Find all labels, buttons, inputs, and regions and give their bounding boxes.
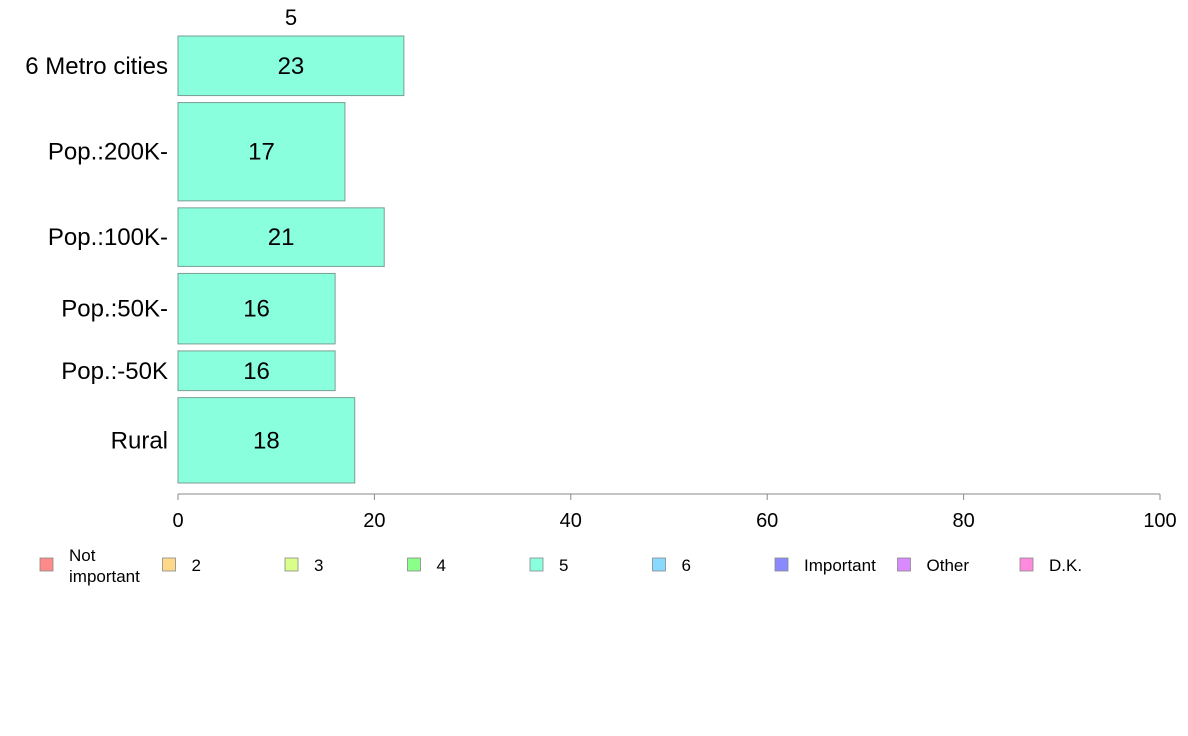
legend-label: 2 [192,556,201,575]
legend-label: Other [927,556,970,575]
legend-swatch [897,557,911,572]
x-tick-label: 60 [756,510,778,532]
bar [177,397,356,484]
bar-value-label: 16 [243,358,270,385]
category-label: Pop.:100K- [48,224,168,251]
x-tick-label: 40 [560,510,582,532]
x-tick-label: 80 [952,510,974,532]
legend-swatch [407,557,421,572]
legend: Not important 2 3 4 5 6 Important Other D.K. [39,546,1082,586]
legend-label: 5 [559,556,568,575]
bar-value-label: 16 [243,296,270,323]
bars: 6 Metro cities 23 Pop.:200K- 17 Pop.:100K- 21… [25,35,405,484]
bar-value-label: 23 [278,53,305,80]
bar [177,272,336,345]
legend-swatch [774,557,789,572]
bar-value-label: 18 [253,427,280,454]
legend-swatch [284,557,299,572]
legend-label: 3 [314,556,323,575]
bar-value-label: 17 [248,139,275,166]
bar-value-label: 21 [268,224,295,251]
legend-label: 6 [682,556,691,575]
legend-swatch [652,557,666,572]
x-tick-label: 20 [363,510,385,532]
bar [177,350,336,392]
category-label: Pop.:50K- [61,296,168,323]
legend-label: D.K. [1049,556,1082,575]
category-label: Rural [111,427,168,454]
legend-swatch [1019,557,1034,572]
category-label: Pop.:-50K [61,358,168,385]
legend-swatch [39,557,54,572]
legend-swatch [529,557,544,572]
top-label: 5 [285,5,297,30]
legend-swatch [162,557,176,572]
category-label: 6 Metro cities [25,53,168,80]
x-axis: 0 20 40 60 80 100 [172,493,1177,532]
legend-label: Important [804,556,876,575]
x-tick-label: 100 [1143,510,1176,532]
category-label: Pop.:200K- [48,139,168,166]
bar [177,207,385,267]
x-tick-label: 0 [172,510,183,532]
bar [177,102,346,202]
legend-label: 4 [437,556,446,575]
legend-label: Not important [69,546,140,586]
bar [177,35,405,97]
